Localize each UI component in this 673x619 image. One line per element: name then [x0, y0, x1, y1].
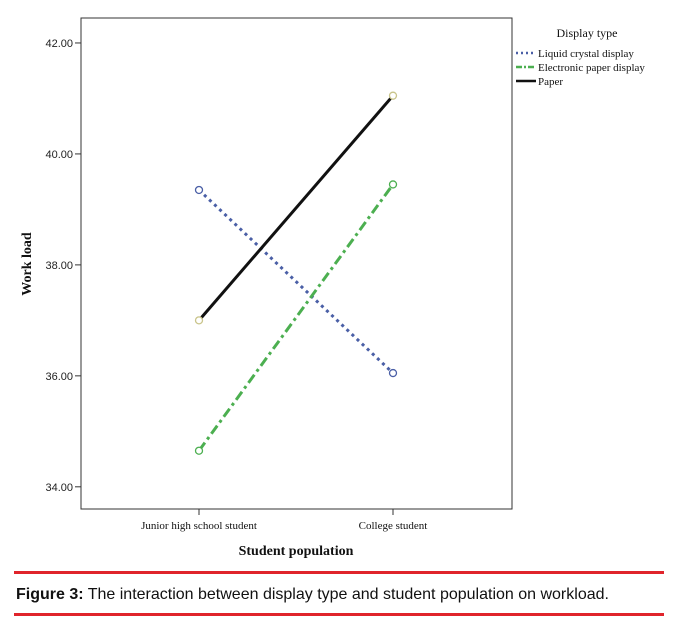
y-tick-label: 40.00	[45, 149, 73, 161]
y-axis: 34.00 36.00 38.00 40.00 42.00	[45, 38, 81, 494]
series-line	[197, 183, 395, 452]
interaction-line-chart: 34.00 36.00 38.00 40.00 42.00 Junior high sc…	[20, 17, 645, 559]
y-axis-title: Work load	[20, 232, 35, 296]
data-point	[388, 368, 398, 378]
legend: Display type Liquid crystal display Elect…	[516, 26, 645, 88]
y-tick-label: 38.00	[45, 260, 73, 272]
caption-bottom-rule	[14, 613, 664, 616]
series-line	[197, 188, 395, 375]
x-tick-label: College student	[359, 520, 428, 532]
legend-title: Display type	[557, 26, 618, 40]
figure-caption: Figure 3: The interaction between displa…	[16, 586, 666, 604]
data-point	[194, 185, 204, 195]
x-axis-title: Student population	[239, 544, 354, 559]
plot-area-frame	[80, 17, 513, 510]
legend-label: Paper	[538, 76, 563, 88]
legend-label: Electronic paper display	[538, 62, 645, 74]
series-line	[197, 94, 395, 322]
legend-label: Liquid crystal display	[538, 48, 634, 60]
series-layer	[194, 91, 398, 455]
data-point	[388, 180, 398, 189]
y-tick-label: 42.00	[45, 38, 73, 50]
caption-text: The interaction between display type and…	[83, 586, 609, 603]
caption-label: Figure 3:	[16, 586, 84, 603]
x-tick-label: Junior high school student	[141, 520, 257, 532]
y-tick-label: 36.00	[45, 371, 73, 383]
y-tick-label: 34.00	[45, 482, 73, 494]
data-point	[194, 316, 204, 325]
x-axis: Junior high school student College studen…	[141, 509, 427, 532]
data-point	[388, 91, 398, 100]
data-point	[194, 446, 204, 455]
caption-top-rule	[14, 571, 664, 574]
